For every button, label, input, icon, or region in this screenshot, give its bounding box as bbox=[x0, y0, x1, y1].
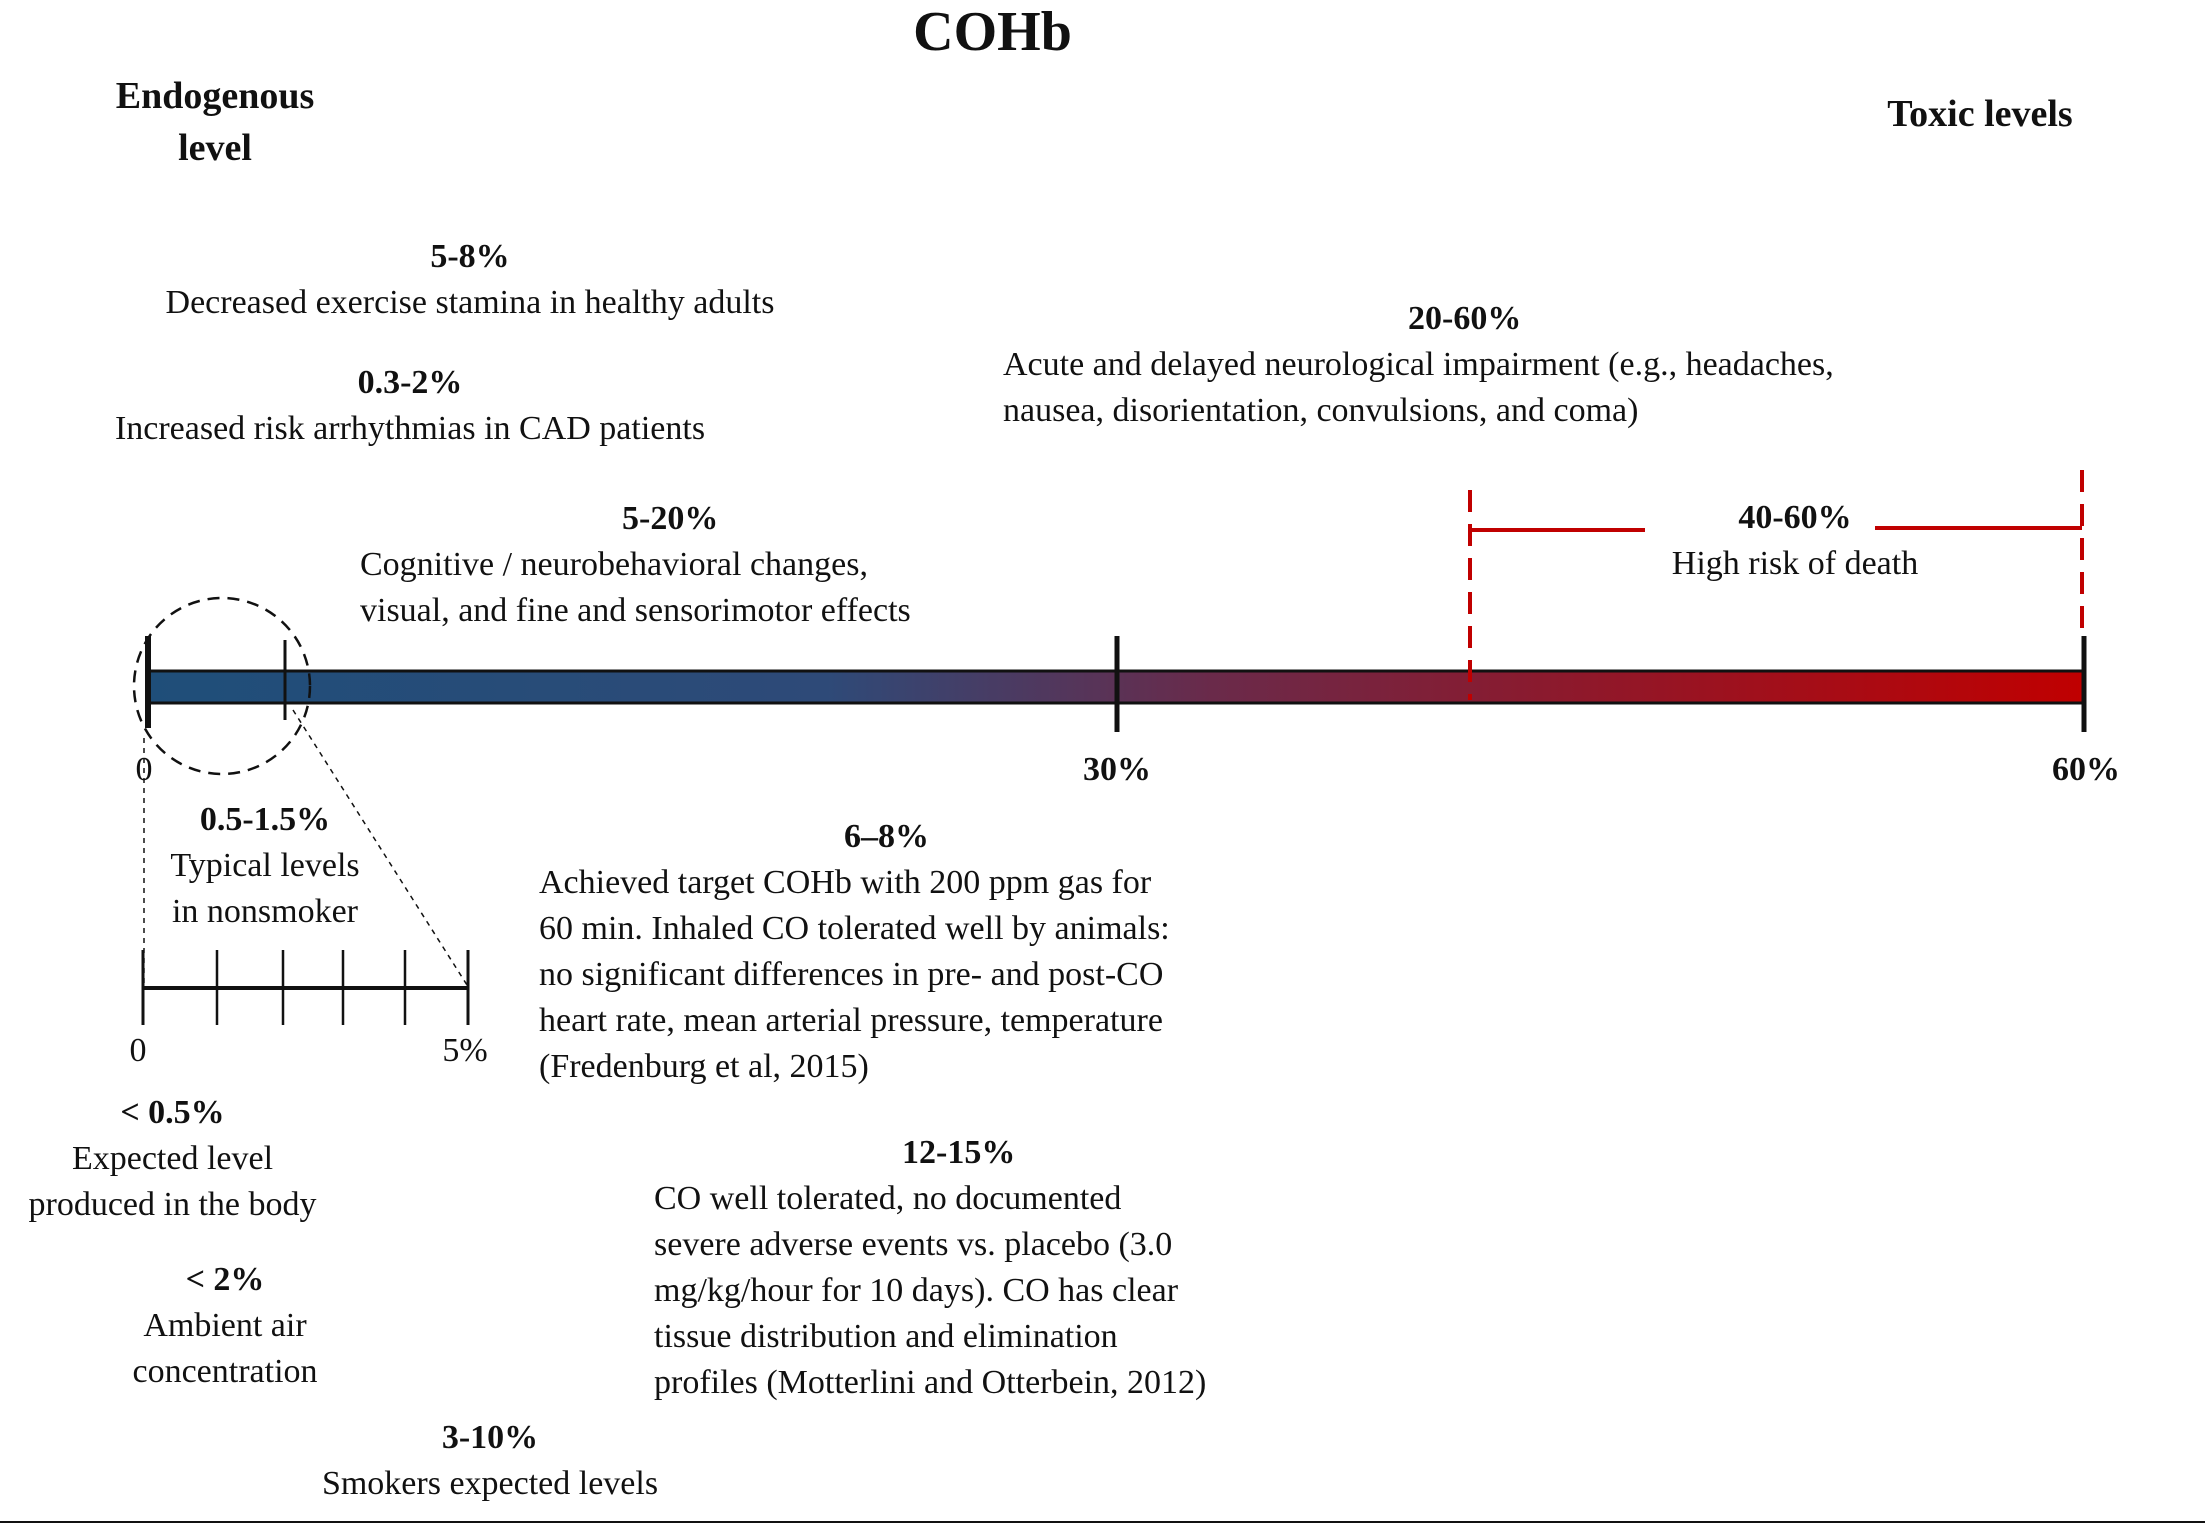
range-label: 20-60% bbox=[1408, 300, 1522, 337]
annotation-neuro: 20-60% Acute and delayed neurological im… bbox=[1003, 296, 1834, 434]
description-line: CO well tolerated, no documented bbox=[654, 1180, 1122, 1217]
range-label: < 2% bbox=[185, 1261, 265, 1298]
description-line: tissue distribution and elimination bbox=[654, 1318, 1118, 1355]
zoom-scale-label-5: 5% bbox=[442, 1032, 488, 1069]
annotation-nonsmoker: 0.5-1.5% Typical levels in nonsmoker bbox=[150, 797, 380, 935]
range-label: 12-15% bbox=[902, 1134, 1016, 1171]
range-label: 3-10% bbox=[441, 1419, 539, 1456]
description-line: produced in the body bbox=[28, 1186, 317, 1223]
range-label: < 0.5% bbox=[120, 1094, 225, 1131]
annotation-tolerated: 12-15% CO well tolerated, no documented … bbox=[654, 1130, 1206, 1406]
range-label: 5-8% bbox=[430, 238, 510, 275]
zoom-scale-label-0: 0 bbox=[129, 1032, 147, 1069]
annotation-arrhythmia: 0.3-2% Increased risk arrhythmias in CAD… bbox=[70, 360, 750, 452]
description-line: Ambient air bbox=[143, 1307, 307, 1344]
range-label: 6–8% bbox=[844, 818, 929, 855]
description-line: Increased risk arrhythmias in CAD patien… bbox=[114, 410, 706, 447]
description-line: Smokers expected levels bbox=[321, 1465, 659, 1502]
zoom-guide-right bbox=[292, 709, 468, 986]
description-line: Expected level bbox=[71, 1140, 274, 1177]
description-line: Typical levels bbox=[170, 847, 360, 884]
annotation-target: 6–8% Achieved target COHb with 200 ppm g… bbox=[539, 814, 1170, 1090]
description-line: concentration bbox=[132, 1353, 318, 1390]
scale-label-60: 60% bbox=[2052, 751, 2120, 788]
description-line: severe adverse events vs. placebo (3.0 bbox=[654, 1226, 1173, 1263]
toxic-header: Toxic levels bbox=[1887, 93, 2073, 135]
annotation-ambient: < 2% Ambient air concentration bbox=[100, 1257, 350, 1395]
range-label: 0.3-2% bbox=[357, 364, 463, 401]
description-line: Achieved target COHb with 200 ppm gas fo… bbox=[539, 864, 1152, 901]
description-line: Acute and delayed neurological impairmen… bbox=[1003, 346, 1834, 383]
description-line: nausea, disorientation, convulsions, and… bbox=[1003, 392, 1639, 429]
description-line: 60 min. Inhaled CO tolerated well by ani… bbox=[539, 910, 1170, 947]
description-line: profiles (Motterlini and Otterbein, 2012… bbox=[654, 1364, 1207, 1401]
endogenous-header: Endogenous level bbox=[75, 70, 355, 174]
range-label: 40-60% bbox=[1738, 499, 1852, 536]
description-line: no significant differences in pre- and p… bbox=[539, 956, 1164, 993]
scale-label-30: 30% bbox=[1083, 751, 1151, 788]
description-line: in nonsmoker bbox=[171, 893, 359, 930]
annotation-smokers: 3-10% Smokers expected levels bbox=[290, 1415, 690, 1507]
description-line: mg/kg/hour for 10 days). CO has clear bbox=[654, 1272, 1179, 1309]
description-line: High risk of death bbox=[1671, 545, 1919, 582]
annotation-exercise: 5-8% Decreased exercise stamina in healt… bbox=[110, 234, 830, 326]
annotation-death: 40-60% High risk of death bbox=[1645, 495, 1945, 587]
annotation-cognitive: 5-20% Cognitive / neurobehavioral change… bbox=[360, 496, 911, 634]
endogenous-header-line2: level bbox=[178, 127, 252, 169]
description-line: visual, and fine and sensorimotor effect… bbox=[360, 592, 911, 629]
page-title: COHb bbox=[913, 1, 1072, 63]
scale-label-0: 0 bbox=[135, 751, 153, 788]
range-label: 5-20% bbox=[622, 500, 719, 537]
description-line: heart rate, mean arterial pressure, temp… bbox=[539, 1002, 1163, 1039]
description-line: (Fredenburg et al, 2015) bbox=[539, 1048, 869, 1085]
description-line: Decreased exercise stamina in healthy ad… bbox=[165, 284, 775, 321]
description-line: Cognitive / neurobehavioral changes, bbox=[360, 546, 868, 583]
annotation-expected: < 0.5% Expected level produced in the bo… bbox=[0, 1090, 345, 1228]
zoom-circle bbox=[132, 596, 312, 776]
endogenous-header-line1: Endogenous bbox=[115, 75, 315, 117]
range-label: 0.5-1.5% bbox=[199, 801, 331, 838]
